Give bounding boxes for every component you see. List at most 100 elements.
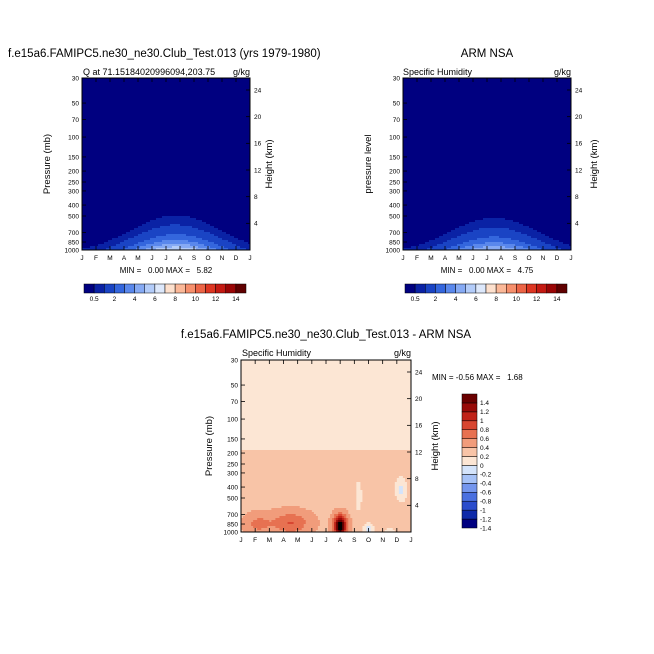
field-cell xyxy=(246,248,251,251)
field-cell xyxy=(180,224,211,227)
field-cell xyxy=(360,504,412,507)
field-cell xyxy=(336,528,339,531)
field-cell xyxy=(403,206,572,209)
colorbar-label: 6 xyxy=(153,296,157,303)
field-cell xyxy=(334,522,337,525)
field-cell xyxy=(241,364,412,367)
field-cell xyxy=(403,114,572,117)
field-cell xyxy=(403,92,572,95)
field-cell xyxy=(403,96,572,99)
colorbar-label: 12 xyxy=(533,296,541,303)
field-cell xyxy=(116,244,135,247)
field-cell xyxy=(350,514,412,517)
field-cell xyxy=(403,104,572,107)
field-cell xyxy=(196,248,207,251)
field-cell xyxy=(241,366,412,369)
field-cell xyxy=(344,530,347,533)
panel-obs-axes: J F M A M J J A S O N D J 30 50 70 100 150 200 250 300 400 500… xyxy=(386,75,583,262)
field-cell xyxy=(451,230,474,233)
field-cell xyxy=(515,230,538,233)
field-cell xyxy=(404,498,412,501)
field-cell xyxy=(82,186,251,189)
field-cell xyxy=(555,246,572,249)
colorbar-box xyxy=(546,283,558,294)
field-cell xyxy=(228,240,245,243)
field-cell xyxy=(402,490,408,493)
y-tick-label: 50 xyxy=(231,382,239,389)
x-tick-label: J xyxy=(471,255,474,262)
field-cell xyxy=(152,228,199,231)
field-cell xyxy=(279,516,303,519)
field-cell xyxy=(328,526,333,529)
field-cell xyxy=(241,434,412,437)
field-cell xyxy=(334,514,339,517)
colorbar-box xyxy=(526,283,537,294)
field-cell xyxy=(403,156,572,159)
field-cell xyxy=(208,240,229,243)
panel-obs-subtitle-left: Specific Humidity xyxy=(403,67,473,77)
field-cell xyxy=(188,240,209,243)
field-cell xyxy=(370,530,375,533)
field-cell xyxy=(485,242,504,245)
field-cell xyxy=(192,226,215,229)
field-cell xyxy=(541,232,572,235)
field-cell xyxy=(404,480,412,483)
field-cell xyxy=(241,498,357,501)
field-cell xyxy=(82,116,251,119)
field-cell xyxy=(334,508,347,511)
field-cell xyxy=(82,136,251,139)
field-cell xyxy=(241,522,252,525)
field-cell xyxy=(271,508,307,511)
x-tick-label: M xyxy=(107,255,112,262)
y-tick-label: 1000 xyxy=(65,247,80,254)
field-cell xyxy=(82,128,251,131)
field-cell xyxy=(403,212,572,215)
field-cell xyxy=(403,82,572,85)
field-cell xyxy=(531,244,552,247)
field-cell xyxy=(406,490,412,493)
y-tick-label: 300 xyxy=(68,188,79,195)
field-cell xyxy=(241,406,412,409)
field-cell xyxy=(352,526,363,529)
colorbar-box xyxy=(93,283,105,294)
field-cell xyxy=(238,238,251,241)
colorbar-label: 0.6 xyxy=(480,436,489,443)
field-cell xyxy=(344,526,347,529)
field-cell xyxy=(403,160,572,163)
field-cell xyxy=(98,244,117,247)
field-cell xyxy=(406,496,412,499)
field-cell xyxy=(241,464,412,467)
field-cell xyxy=(356,502,361,505)
colorbar-label: 0.4 xyxy=(480,445,489,452)
y-right-tick-label: 24 xyxy=(254,87,262,94)
field-cell xyxy=(293,522,307,525)
field-cell xyxy=(241,482,357,485)
field-cell xyxy=(319,524,329,527)
field-cell xyxy=(403,130,572,133)
y-tick-label: 150 xyxy=(68,154,79,161)
colorbar-label: 4 xyxy=(454,296,458,303)
field-cell xyxy=(352,520,412,523)
field-cell xyxy=(525,242,546,245)
field-cell xyxy=(190,216,251,219)
colorbar-label: -0.2 xyxy=(480,472,492,479)
field-cell xyxy=(240,246,251,249)
field-cell xyxy=(150,220,203,223)
field-cell xyxy=(403,224,466,227)
field-cell xyxy=(366,522,371,525)
field-cell xyxy=(356,486,361,489)
y-right-tick-label: 4 xyxy=(575,221,579,228)
field-cell xyxy=(279,528,303,531)
panel-diff-field xyxy=(241,360,412,533)
colorbar-box xyxy=(215,283,226,294)
field-cell xyxy=(311,510,333,513)
field-cell xyxy=(241,468,412,471)
field-cell xyxy=(241,388,412,391)
field-cell xyxy=(82,158,251,161)
field-cell xyxy=(403,180,572,183)
colorbar-label: 14 xyxy=(232,296,240,303)
field-cell xyxy=(82,94,251,97)
field-cell xyxy=(338,514,343,517)
y-tick-label: 200 xyxy=(68,168,79,175)
panel-diff-axes: J F M A M J J A S O N D J 30 50 70 100 150 200 250 300 400 500… xyxy=(224,357,423,544)
